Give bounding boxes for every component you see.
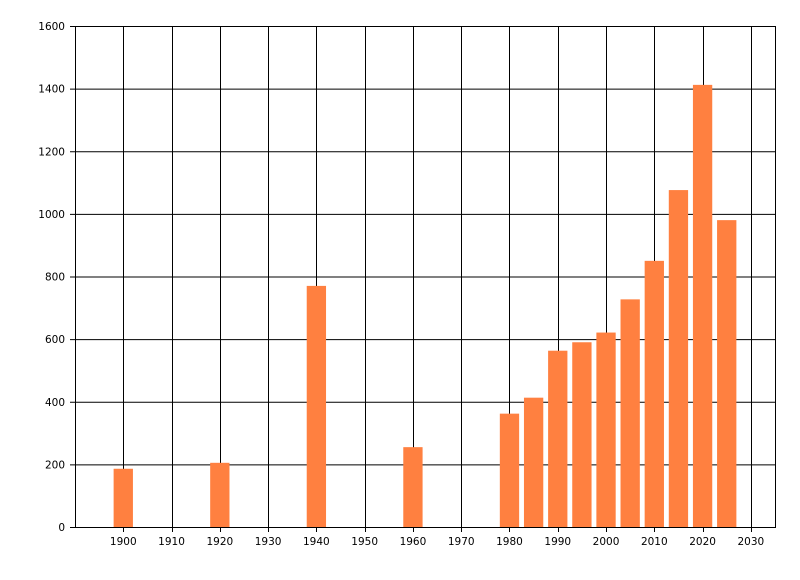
bar-2010 — [644, 260, 664, 527]
bar-1900 — [113, 468, 133, 527]
x-tick-label: 2000 — [593, 536, 620, 548]
y-tick-label: 1600 — [38, 21, 65, 33]
bar-series — [113, 84, 737, 528]
y-tick-label: 1000 — [38, 209, 65, 221]
bar-1940 — [306, 285, 327, 527]
bar-1990 — [548, 350, 568, 527]
x-tick-label: 1920 — [206, 536, 233, 548]
x-tick-label: 1990 — [544, 536, 571, 548]
y-tick-label: 200 — [45, 459, 65, 471]
bar-1920 — [210, 462, 230, 527]
x-tick-labels: 1900 1910 1920 1930 1940 1950 1960 1970 1980 1990… — [110, 536, 764, 548]
bar-2005 — [620, 299, 640, 527]
bar-1995 — [572, 342, 592, 527]
y-tick-label: 800 — [45, 272, 65, 284]
bar-2020 — [692, 84, 713, 528]
grid-lines — [75, 26, 776, 527]
bar-2015 — [668, 190, 689, 527]
y-tick-label: 600 — [45, 334, 65, 346]
y-tick-label: 0 — [58, 522, 65, 534]
y-tick-label: 1400 — [38, 84, 65, 96]
x-tick-label: 1940 — [303, 536, 330, 548]
x-tick-label: 1950 — [351, 536, 378, 548]
x-tick-label: 2010 — [641, 536, 668, 548]
x-tick-label: 1930 — [255, 536, 282, 548]
bar-1985 — [523, 397, 544, 527]
x-tick-label: 1910 — [158, 536, 185, 548]
axes — [70, 26, 776, 532]
y-tick-labels: 0 200 400 600 800 1000 1200 1400 1600 — [38, 21, 65, 534]
x-tick-label: 1970 — [448, 536, 475, 548]
y-tick-label: 1200 — [38, 146, 65, 158]
y-tick-label: 400 — [45, 397, 65, 409]
x-tick-label: 2020 — [689, 536, 716, 548]
bar-2025 — [717, 220, 737, 527]
bar-1980 — [499, 413, 520, 527]
bar-2000 — [596, 332, 616, 527]
x-tick-label: 1960 — [400, 536, 427, 548]
x-tick-label: 1900 — [110, 536, 137, 548]
bar-1960 — [403, 447, 423, 527]
x-tick-label: 1980 — [496, 536, 523, 548]
x-tick-label: 2030 — [737, 536, 764, 548]
